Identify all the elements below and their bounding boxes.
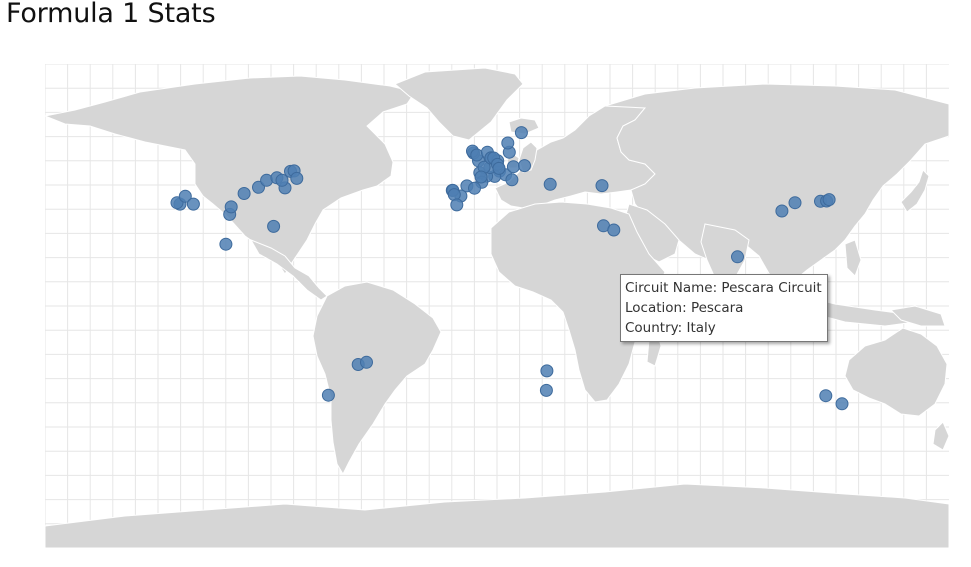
land-japan (900, 169, 930, 213)
circuit-marker[interactable] (822, 193, 836, 207)
circuit-marker[interactable] (506, 160, 520, 174)
circuit-marker[interactable] (595, 179, 609, 193)
circuit-tooltip: Circuit Name: Pescara Circuit Location: … (620, 274, 828, 342)
circuit-marker[interactable] (321, 388, 335, 402)
circuit-markers[interactable] (170, 126, 849, 411)
circuit-marker[interactable] (607, 223, 621, 237)
land-philippines (844, 239, 862, 277)
circuit-marker[interactable] (543, 177, 557, 191)
page-title: Formula 1 Stats (6, 0, 216, 29)
circuit-marker[interactable] (290, 171, 304, 185)
circuit-marker[interactable] (492, 161, 506, 175)
circuit-marker[interactable] (501, 136, 515, 150)
circuit-marker[interactable] (539, 383, 553, 397)
circuit-marker[interactable] (474, 170, 488, 184)
circuit-marker[interactable] (224, 200, 238, 214)
circuit-marker[interactable] (450, 198, 464, 212)
circuit-marker[interactable] (219, 237, 233, 251)
circuit-marker[interactable] (360, 355, 373, 369)
land-asia (604, 83, 949, 291)
circuit-marker[interactable] (468, 181, 481, 195)
circuit-marker[interactable] (275, 173, 289, 187)
circuit-marker[interactable] (775, 204, 789, 218)
land-north-america (45, 75, 416, 275)
land-australia (844, 327, 948, 417)
circuit-marker[interactable] (178, 189, 192, 203)
world-map[interactable]: Circuit Name: Pescara Circuit Location: … (45, 64, 949, 548)
land-layer (45, 67, 949, 548)
circuit-marker[interactable] (267, 219, 281, 233)
circuit-marker[interactable] (731, 250, 744, 264)
land-greenland (394, 67, 524, 141)
circuit-marker[interactable] (819, 389, 833, 403)
tooltip-country: Country: Italy (625, 320, 716, 336)
land-south-america (312, 281, 442, 476)
land-new-zealand (932, 421, 949, 451)
circuit-marker[interactable] (518, 159, 531, 173)
circuit-marker[interactable] (788, 196, 802, 210)
circuit-marker[interactable] (540, 364, 554, 378)
circuit-marker[interactable] (237, 187, 251, 200)
world-map-svg[interactable] (45, 64, 949, 548)
circuit-marker[interactable] (505, 173, 519, 187)
land-africa (490, 201, 666, 403)
circuit-marker[interactable] (514, 126, 528, 140)
circuit-marker[interactable] (186, 197, 200, 211)
circuit-marker[interactable] (470, 148, 484, 162)
land-new-guinea (889, 305, 946, 327)
land-antarctica (45, 483, 949, 548)
tooltip-location: Location: Pescara (625, 300, 744, 316)
tooltip-circuit-name: Circuit Name: Pescara Circuit (625, 280, 822, 296)
circuit-marker[interactable] (835, 397, 849, 411)
